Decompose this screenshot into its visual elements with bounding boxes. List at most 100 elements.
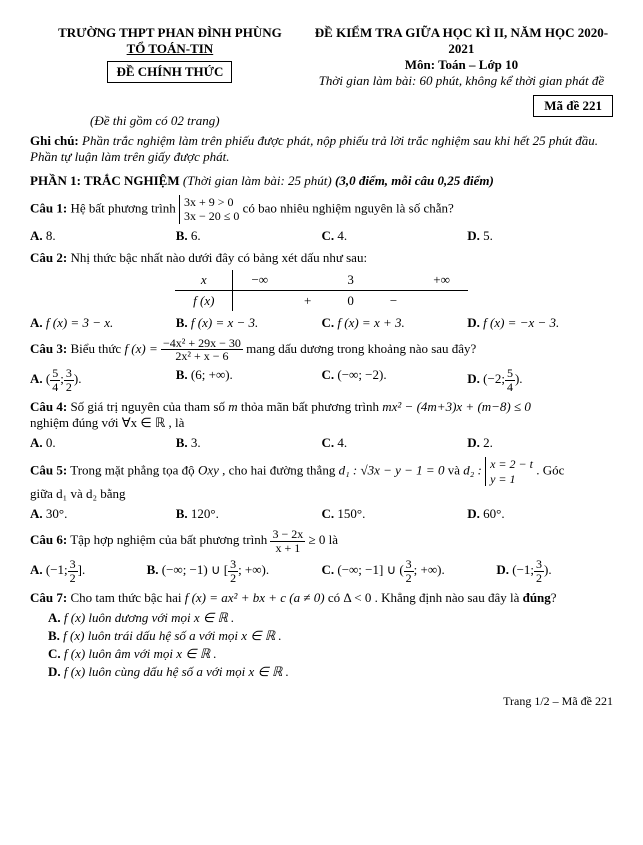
note-line1: Phần trắc nghiệm làm trên phiếu được phá… — [82, 133, 598, 148]
q2-opt-c: C. f (x) = x + 3. — [322, 315, 468, 331]
q6-opt-b: B. (−∞; −1) ∪ [32; +∞). — [147, 558, 322, 584]
question-5: Câu 5: Trong mặt phẳng tọa độ Oxy , cho … — [30, 457, 613, 502]
q7-label: Câu 7: — [30, 590, 67, 605]
q3-text1: Biểu thức — [70, 341, 124, 356]
q5-oxy: Oxy — [198, 463, 219, 478]
phan1-time: (Thời gian làm bài: 25 phút) — [183, 173, 332, 188]
q3-label: Câu 3: — [30, 341, 67, 356]
q4-ineq: mx² − (4m+3)x + (m−8) ≤ 0 — [382, 399, 531, 414]
q3-frac: −4x² + 29x − 30 2x² + x − 6 — [161, 337, 243, 363]
q4-options: A. 0. B. 3. C. 4. D. 2. — [30, 435, 613, 451]
q1-opt-a: A. 8. — [30, 228, 176, 244]
official-box: ĐỀ CHÍNH THỨC — [107, 61, 232, 83]
q2-opt-d: D. f (x) = −x − 3. — [467, 315, 613, 331]
q2-label: Câu 2: — [30, 250, 67, 265]
q6-opt-d: D. (−1;32). — [496, 558, 613, 584]
q1-sys2: 3x − 20 ≤ 0 — [184, 209, 239, 223]
q4-opt-d: D. 2. — [467, 435, 613, 451]
q2-opt-a: A. f (x) = 3 − x. — [30, 315, 176, 331]
q1-options: A. 8. B. 6. C. 4. D. 5. — [30, 228, 613, 244]
q7-opt-c: C. f (x) luôn âm với mọi x ∈ ℝ . — [48, 646, 613, 662]
page-footer: Trang 1/2 – Mã đề 221 — [30, 694, 613, 709]
q3-feq: f (x) = — [124, 341, 161, 356]
q5-options: A. 30°. B. 120°. C. 150°. D. 60°. — [30, 506, 613, 522]
section-1-title: PHẦN 1: TRẮC NGHIỆM (Thời gian làm bài: … — [30, 173, 613, 189]
q3-text2: mang dấu dương trong khoảng nào sau đây? — [246, 341, 476, 356]
q6-label: Câu 6: — [30, 532, 67, 547]
q4-opt-c: C. 4. — [322, 435, 468, 451]
q1-opt-b: B. 6. — [176, 228, 322, 244]
q5-text4: giữa d₁ và d₂ bằng — [30, 486, 126, 501]
q1-system: 3x + 9 > 0 3x − 20 ≤ 0 — [179, 195, 239, 224]
q5-d1-eq: √3x − y − 1 = 0 — [360, 463, 444, 478]
q2-x-label: x — [175, 270, 233, 291]
q4-opt-b: B. 3. — [176, 435, 322, 451]
question-2: Câu 2: Nhị thức bậc nhất nào dưới đây có… — [30, 250, 613, 266]
q7-f: f (x) = ax² + bx + c (a ≠ 0) — [185, 590, 325, 605]
q4-opt-a: A. 0. — [30, 435, 176, 451]
q7-text2: có Δ < 0 . Khẳng định nào sau đây là — [328, 590, 523, 605]
header-left: TRƯỜNG THPT PHAN ĐÌNH PHÙNG TỔ TOÁN-TIN … — [30, 25, 310, 89]
note-line2: Phần tự luận làm trên giấy được phát. — [30, 149, 230, 164]
q2-opt-b: B. f (x) = x − 3. — [176, 315, 322, 331]
q2-sign-table: x −∞ 3 +∞ f (x) + 0 − — [175, 270, 468, 311]
q2-sign2: − — [372, 290, 415, 311]
q4-text1: Số giá trị nguyên của tham số — [70, 399, 228, 414]
q5-opt-a: A. 30°. — [30, 506, 176, 522]
duration: Thời gian làm bài: 60 phút, không kể thờ… — [310, 73, 613, 89]
q7-opt-a: A. f (x) luôn dương với mọi x ∈ ℝ . — [48, 610, 613, 626]
phan1-title: PHẦN 1: TRẮC NGHIỆM — [30, 173, 180, 188]
q1-opt-c: C. 4. — [322, 228, 468, 244]
q4-m: m — [228, 399, 237, 414]
note-prefix: Ghi chú: — [30, 133, 79, 148]
q2-f-label: f (x) — [175, 290, 233, 311]
q6-options: A. (−1;32]. B. (−∞; −1) ∪ [32; +∞). C. (… — [30, 558, 613, 584]
question-3: Câu 3: Biểu thức f (x) = −4x² + 29x − 30… — [30, 337, 613, 363]
q3-opt-b: B. (6; +∞). — [176, 367, 322, 393]
q6-opt-c: C. (−∞; −1] ∪ (32; +∞). — [321, 558, 496, 584]
q2-sign0: + — [286, 290, 329, 311]
q6-geq: ≥ 0 là — [308, 532, 338, 547]
q1-sys1: 3x + 9 > 0 — [184, 195, 234, 209]
q5-d2-lbl: d₂ : — [463, 463, 482, 478]
q5-opt-b: B. 120°. — [176, 506, 322, 522]
q4-text2: thỏa mãn bất phương trình — [241, 399, 382, 414]
q5-text3: . Góc — [536, 463, 564, 478]
q3-options: A. (54;32). B. (6; +∞). C. (−∞; −2). D. … — [30, 367, 613, 393]
q7-options: A. f (x) luôn dương với mọi x ∈ ℝ . B. f… — [48, 610, 613, 680]
q2-col1: 3 — [329, 270, 372, 291]
instructions: Ghi chú: Phần trắc nghiệm làm trên phiếu… — [30, 133, 613, 165]
q5-opt-d: D. 60°. — [467, 506, 613, 522]
q5-d2-system: x = 2 − t y = 1 — [485, 457, 533, 486]
q3-opt-c: C. (−∞; −2). — [322, 367, 468, 393]
q3-opt-a: A. (54;32). — [30, 367, 176, 393]
q1-text1: Hệ bất phương trình — [70, 200, 179, 215]
q5-label: Câu 5: — [30, 463, 67, 478]
q1-opt-d: D. 5. — [467, 228, 613, 244]
dept-name: TỔ TOÁN-TIN — [30, 41, 310, 57]
q7-q: ? — [551, 590, 557, 605]
phan1-score: (3,0 điểm, mỗi câu 0,25 điểm) — [335, 173, 494, 188]
q5-and: và — [448, 463, 464, 478]
q5-text1: Trong mặt phẳng tọa độ — [70, 463, 198, 478]
q6-text1: Tập hợp nghiệm của bất phương trình — [70, 532, 270, 547]
exam-title: ĐỀ KIỂM TRA GIỮA HỌC KÌ II, NĂM HỌC 2020… — [310, 25, 613, 57]
q5-d1-lbl: d₁ : — [339, 463, 358, 478]
header-right: ĐỀ KIỂM TRA GIỮA HỌC KÌ II, NĂM HỌC 2020… — [310, 25, 613, 89]
q7-opt-d: D. f (x) luôn cùng dấu hệ số a với mọi x… — [48, 664, 613, 680]
question-1: Câu 1: Hệ bất phương trình 3x + 9 > 0 3x… — [30, 195, 613, 224]
q2-col0: −∞ — [233, 270, 286, 291]
school-name: TRƯỜNG THPT PHAN ĐÌNH PHÙNG — [30, 25, 310, 41]
q7-text1: Cho tam thức bậc hai — [70, 590, 184, 605]
q7-dung: đúng — [523, 590, 551, 605]
q4-text3: nghiệm đúng với ∀x ∈ ℝ , là — [30, 415, 184, 430]
header: TRƯỜNG THPT PHAN ĐÌNH PHÙNG TỔ TOÁN-TIN … — [30, 25, 613, 89]
q2-text: Nhị thức bậc nhất nào dưới đây có bảng x… — [70, 250, 367, 265]
q2-sign1: 0 — [329, 290, 372, 311]
q7-opt-b: B. f (x) luôn trái dấu hệ số a với mọi x… — [48, 628, 613, 644]
q5-opt-c: C. 150°. — [322, 506, 468, 522]
q5-text2: , cho hai đường thẳng — [222, 463, 338, 478]
q4-label: Câu 4: — [30, 399, 67, 414]
q6-frac: 3 − 2x x + 1 — [270, 528, 305, 554]
q6-opt-a: A. (−1;32]. — [30, 558, 147, 584]
